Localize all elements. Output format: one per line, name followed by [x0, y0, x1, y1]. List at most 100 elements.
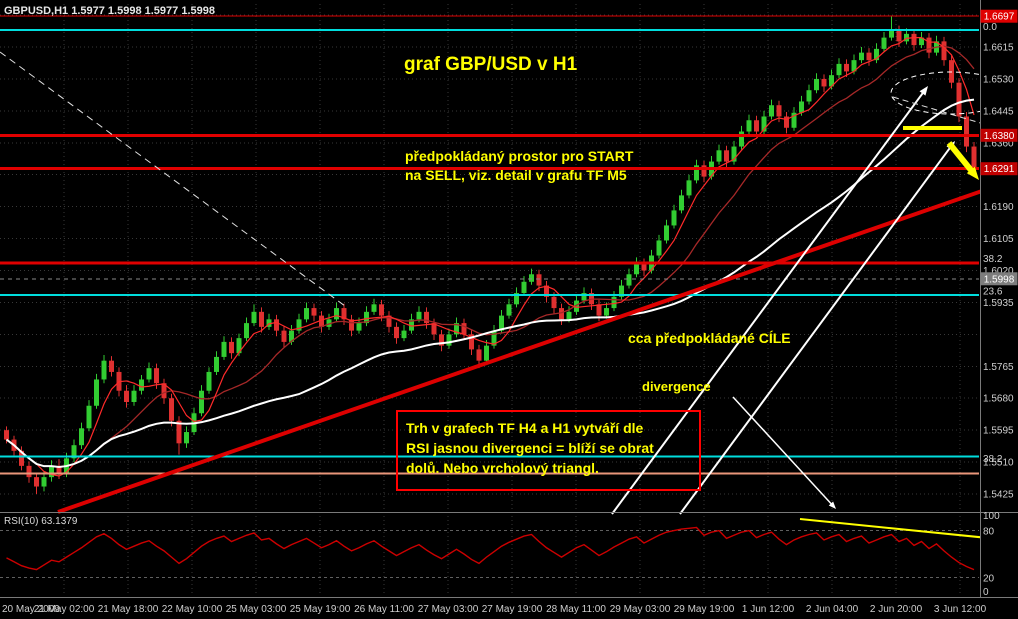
- time-tick-label: 22 May 10:00: [162, 604, 223, 615]
- candle-body: [881, 37, 887, 49]
- ma-medium: [6, 45, 975, 468]
- candle-body: [529, 274, 534, 282]
- candle-body: [334, 308, 339, 320]
- candle-body: [514, 293, 519, 305]
- arrowhead: [919, 86, 928, 96]
- candle-body: [229, 341, 234, 354]
- white-channel-line-2: [679, 145, 953, 515]
- candle-body: [364, 311, 369, 324]
- candle-body: [604, 308, 609, 316]
- candle-body: [949, 60, 954, 83]
- candle-body: [611, 296, 617, 309]
- candle-body: [551, 296, 557, 309]
- price-marker-label: 1.6697: [984, 12, 1015, 23]
- candle-body: [386, 315, 392, 327]
- candle-body: [244, 323, 249, 339]
- candle-body: [686, 180, 692, 196]
- candle-body: [656, 240, 662, 256]
- time-tick-label: 2 Jun 20:00: [870, 604, 923, 615]
- time-tick-label: 21 May 18:00: [98, 604, 159, 615]
- price-tick-label: 1.5935: [983, 298, 1014, 309]
- candle-body: [206, 371, 212, 391]
- rsi-tick-label: 20: [983, 573, 995, 584]
- candle-body: [641, 263, 647, 271]
- time-tick-label: 21 May 02:00: [34, 604, 95, 615]
- horizontal-levels: [0, 15, 979, 475]
- drawn-objects[interactable]: [0, 51, 1014, 539]
- candle-body: [424, 311, 429, 324]
- candle-body: [559, 308, 564, 320]
- time-tick-label: 2 Jun 04:00: [806, 604, 859, 615]
- time-tick-label: 26 May 11:00: [354, 604, 414, 615]
- price-tick-label: 1.6190: [983, 202, 1014, 213]
- candle-body: [4, 430, 9, 440]
- candle-body: [814, 78, 819, 91]
- candle-body: [139, 379, 144, 391]
- candle-body: [679, 195, 684, 211]
- candle-body: [889, 30, 894, 38]
- candle-body: [26, 465, 32, 478]
- divergence-label: divergence: [642, 379, 711, 394]
- candle-body: [821, 78, 827, 87]
- candle-body: [319, 315, 324, 327]
- candle-body: [926, 37, 932, 53]
- candle-body: [476, 349, 482, 361]
- candle-body: [724, 150, 729, 162]
- sell-note-line2: na SELL, viz. detail v grafu TF M5: [405, 167, 627, 183]
- chart-symbol-title: GBPUSD,H1 1.5977 1.5998 1.5977 1.5998: [4, 5, 215, 17]
- candle-body: [214, 356, 219, 372]
- candle-body: [259, 311, 264, 327]
- candle-body: [904, 33, 909, 42]
- candle-body: [101, 360, 107, 380]
- candle-body: [161, 383, 167, 399]
- time-tick-label: 29 May 19:00: [674, 604, 735, 615]
- divergence-pointer-arrow: [732, 396, 834, 506]
- candle-body: [844, 63, 849, 72]
- arrowhead: [828, 501, 836, 509]
- candle-body: [379, 304, 384, 316]
- candle-body: [694, 165, 699, 181]
- price-tick-label: 1.6445: [983, 106, 1014, 117]
- price-tick-label: 1.6105: [983, 234, 1014, 245]
- candle-body: [356, 323, 362, 331]
- candle-body: [484, 345, 489, 361]
- candle-body: [596, 304, 602, 316]
- yellow-sell-arrow: [946, 141, 977, 176]
- candle-body: [124, 390, 129, 402]
- candle-body: [274, 319, 279, 331]
- price-tick-label: 1.5680: [983, 394, 1014, 405]
- fib-level-label: 38.2: [983, 454, 1003, 465]
- price-marker-label: 1.6291: [984, 164, 1015, 175]
- candle-body: [799, 101, 804, 113]
- candle-body: [71, 445, 77, 459]
- sell-note-line1: předpokládaný prostor pro START: [405, 148, 634, 164]
- price-marker-box: [980, 272, 1018, 286]
- candle-body: [109, 360, 114, 372]
- price-marker-label: 1.5998: [984, 274, 1015, 285]
- candle-body: [566, 311, 572, 320]
- price-tick-label: 1.5510: [983, 458, 1014, 469]
- arrowhead: [966, 166, 979, 180]
- candle-body: [296, 319, 302, 331]
- rsi-indicator-label: RSI(10) 63.1379: [4, 516, 78, 527]
- candle-body: [671, 210, 677, 226]
- time-tick-label: 27 May 19:00: [482, 604, 543, 615]
- candle-body: [401, 330, 407, 339]
- price-marker-label: 1.6380: [984, 131, 1015, 142]
- price-tick-label: 1.5765: [983, 362, 1014, 373]
- candle-body: [626, 274, 632, 286]
- rsi-divergence-line: [799, 518, 980, 539]
- candle-body: [761, 116, 767, 132]
- fib-level-label: 23.6: [983, 286, 1003, 297]
- top-dashed-diagonal: [892, 96, 980, 124]
- candle-body: [769, 105, 774, 117]
- candle-body: [154, 368, 159, 384]
- candle-body: [634, 263, 639, 275]
- analysis-box-line2: RSI jasnou divergenci = blíží se obrat: [406, 440, 654, 456]
- analysis-box-line1: Trh v grafech TF H4 a H1 vytváří dle: [406, 420, 644, 436]
- candle-body: [409, 319, 414, 331]
- candle-body: [416, 311, 422, 320]
- candle-body: [131, 390, 137, 402]
